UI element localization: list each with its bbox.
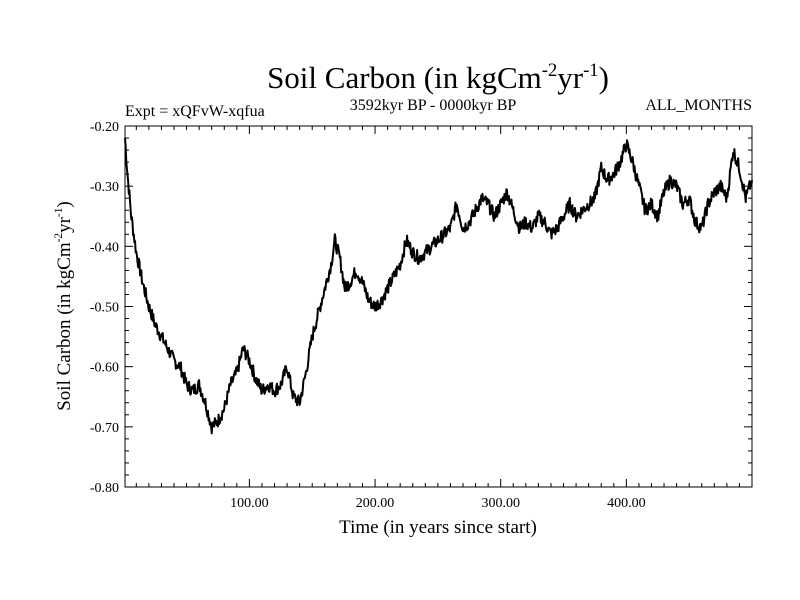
y-axis: -0.20 -0.30 -0.40 -0.50 -0.60 -0.70 -0.80: [90, 120, 752, 496]
plot-frame: [124, 125, 753, 488]
x-tick-label: 400.00: [607, 496, 646, 511]
subtitle-months: ALL_MONTHS: [645, 97, 752, 114]
subtitle-experiment: Expt = xQFvW-xqfua: [125, 103, 265, 120]
y-tick-label: -0.60: [90, 361, 119, 376]
chart-title: Soil Carbon (in kgCm-2yr-1): [267, 60, 609, 95]
x-axis-title: Time (in years since start): [339, 517, 537, 538]
x-tick-label: 200.00: [356, 496, 395, 511]
x-axis: 100.00 200.00 300.00 400.00: [135, 126, 753, 511]
y-tick-label: -0.20: [90, 120, 119, 135]
series-line-soil-carbon: [124, 138, 753, 435]
y-tick-label: -0.40: [90, 240, 119, 255]
x-tick-label: 100.00: [230, 496, 269, 511]
y-tick-label: -0.30: [90, 180, 119, 195]
y-tick-label: -0.80: [90, 481, 119, 496]
subtitle-time-range: 3592kyr BP - 0000kyr BP: [350, 97, 517, 114]
x-tick-label: 300.00: [481, 496, 520, 511]
y-axis-title: Soil Carbon (in kgCm-2yr-1): [53, 201, 75, 411]
y-tick-label: -0.50: [90, 301, 119, 316]
y-tick-label: -0.70: [90, 421, 119, 436]
